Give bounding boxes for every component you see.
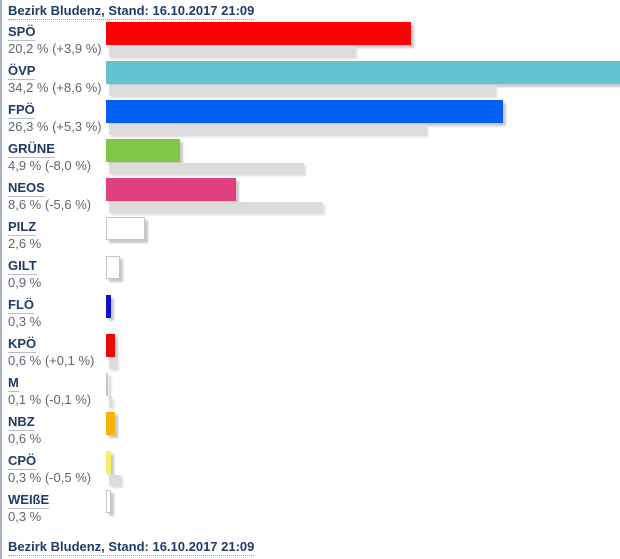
previous-result-bar xyxy=(109,358,117,369)
bar-column xyxy=(106,256,620,279)
party-label-column: PILZ 2,6 % xyxy=(2,217,106,252)
party-label-column: KPÖ 0,6 % (+0,1 %) xyxy=(2,334,106,369)
party-result-label: 0,3 % xyxy=(8,509,42,524)
bar-column xyxy=(106,178,620,213)
bar-column xyxy=(106,412,620,435)
party-result-label: 0,9 % xyxy=(8,275,42,290)
party-label-column: FLÖ 0,3 % xyxy=(2,295,106,330)
footer-title-link[interactable]: Bezirk Bludenz, Stand: 16.10.2017 21:09 xyxy=(8,539,255,556)
party-label-column: M 0,1 % (-0,1 %) xyxy=(2,373,106,408)
previous-result-bar xyxy=(109,202,323,213)
previous-result-bar xyxy=(109,163,304,174)
bar-column xyxy=(106,22,620,57)
party-name: KPÖ xyxy=(8,336,37,353)
party-label-column: ÖVP 34,2 % (+8,6 %) xyxy=(2,61,106,96)
party-row-pilz: PILZ 2,6 % xyxy=(2,217,620,256)
bar-column xyxy=(106,334,620,369)
party-row-grüne: GRÜNE 4,9 % (-8,0 %) xyxy=(2,139,620,178)
party-name: ÖVP xyxy=(8,63,36,80)
party-label-column: GRÜNE 4,9 % (-8,0 %) xyxy=(2,139,106,174)
party-row-övp: ÖVP 34,2 % (+8,6 %) xyxy=(2,61,620,100)
party-name: PILZ xyxy=(8,219,37,236)
party-label-column: GILT 0,9 % xyxy=(2,256,106,291)
result-bar xyxy=(106,334,115,357)
previous-result-bar xyxy=(109,46,355,57)
result-bar xyxy=(106,22,411,45)
chart-footer: Bezirk Bludenz, Stand: 16.10.2017 21:09 xyxy=(2,538,255,556)
result-bar xyxy=(106,295,111,318)
party-name: SPÖ xyxy=(8,24,36,41)
bar-column xyxy=(106,100,620,135)
party-name: GRÜNE xyxy=(8,141,55,158)
party-name: WEIßE xyxy=(8,492,50,509)
party-row-weiße: WEIßE 0,3 % xyxy=(2,490,620,529)
bar-column xyxy=(106,451,620,486)
result-bar xyxy=(106,412,115,435)
result-bar xyxy=(106,178,236,201)
party-name: NEOS xyxy=(8,180,45,197)
party-result-label: 26,3 % (+5,3 %) xyxy=(8,119,102,134)
previous-result-bar xyxy=(109,85,495,96)
party-name: NBZ xyxy=(8,414,35,431)
party-row-neos: NEOS 8,6 % (-5,6 %) xyxy=(2,178,620,217)
party-label-column: SPÖ 20,2 % (+3,9 %) xyxy=(2,22,106,57)
result-bar xyxy=(106,373,108,396)
bar-column xyxy=(106,490,620,513)
party-result-label: 0,1 % (-0,1 %) xyxy=(8,392,92,407)
bar-column xyxy=(106,139,620,174)
party-row-flö: FLÖ 0,3 % xyxy=(2,295,620,334)
result-bar xyxy=(106,100,503,123)
party-label-column: CPÖ 0,3 % (-0,5 %) xyxy=(2,451,106,486)
previous-result-bar xyxy=(109,475,121,486)
party-result-label: 34,2 % (+8,6 %) xyxy=(8,80,102,95)
previous-result-bar xyxy=(109,124,426,135)
party-row-spö: SPÖ 20,2 % (+3,9 %) xyxy=(2,22,620,61)
party-result-label: 0,6 % (+0,1 %) xyxy=(8,353,95,368)
party-name: GILT xyxy=(8,258,37,275)
result-bar xyxy=(106,139,180,162)
party-row-cpö: CPÖ 0,3 % (-0,5 %) xyxy=(2,451,620,490)
bar-column xyxy=(106,61,620,96)
party-name: FPÖ xyxy=(8,102,35,119)
party-label-column: WEIßE 0,3 % xyxy=(2,490,106,525)
header-title-link[interactable]: Bezirk Bludenz, Stand: 16.10.2017 21:09 xyxy=(8,3,255,20)
party-name: FLÖ xyxy=(8,297,34,314)
party-result-label: 0,6 % xyxy=(8,431,42,446)
bar-column xyxy=(106,295,620,318)
party-name: CPÖ xyxy=(8,453,37,470)
party-label-column: FPÖ 26,3 % (+5,3 %) xyxy=(2,100,106,135)
chart-header: Bezirk Bludenz, Stand: 16.10.2017 21:09 xyxy=(2,0,620,20)
party-result-label: 2,6 % xyxy=(8,236,42,251)
party-result-label: 0,3 % (-0,5 %) xyxy=(8,470,92,485)
result-bar xyxy=(106,217,145,240)
bar-column xyxy=(106,373,620,408)
result-bar xyxy=(106,61,620,84)
party-result-label: 20,2 % (+3,9 %) xyxy=(8,41,102,56)
bar-column xyxy=(106,217,620,240)
party-row-m: M 0,1 % (-0,1 %) xyxy=(2,373,620,412)
previous-result-bar xyxy=(109,397,112,408)
result-bar xyxy=(106,490,111,513)
party-row-gilt: GILT 0,9 % xyxy=(2,256,620,295)
result-bar xyxy=(106,256,120,279)
party-row-kpö: KPÖ 0,6 % (+0,1 %) xyxy=(2,334,620,373)
party-result-label: 0,3 % xyxy=(8,314,42,329)
party-result-label: 8,6 % (-5,6 %) xyxy=(8,197,92,212)
party-result-label: 4,9 % (-8,0 %) xyxy=(8,158,92,173)
party-row-nbz: NBZ 0,6 % xyxy=(2,412,620,451)
party-label-column: NBZ 0,6 % xyxy=(2,412,106,447)
party-label-column: NEOS 8,6 % (-5,6 %) xyxy=(2,178,106,213)
results-chart: SPÖ 20,2 % (+3,9 %) ÖVP 34,2 % (+8,6 %) FPÖ 2… xyxy=(2,22,620,529)
result-bar xyxy=(106,451,111,474)
party-name: M xyxy=(8,375,19,392)
party-row-fpö: FPÖ 26,3 % (+5,3 %) xyxy=(2,100,620,139)
